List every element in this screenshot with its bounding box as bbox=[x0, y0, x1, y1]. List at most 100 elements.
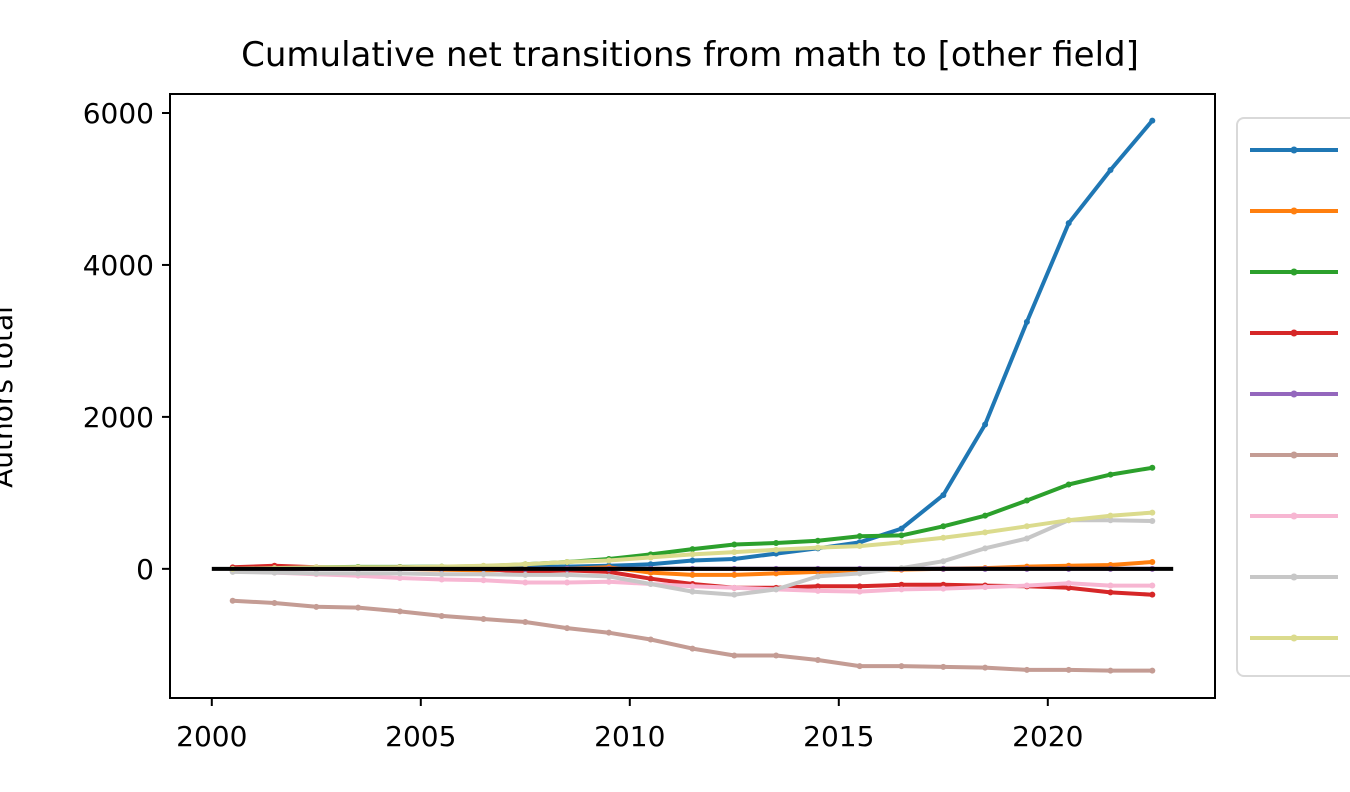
series-4-point bbox=[647, 575, 654, 582]
series-4-point bbox=[1107, 589, 1114, 596]
series-4-point bbox=[1065, 584, 1072, 591]
series-9-point bbox=[773, 546, 780, 553]
series-6-point bbox=[814, 657, 821, 664]
x-tick-label: 2010 bbox=[594, 720, 665, 753]
y-tick-label: 2000 bbox=[83, 401, 154, 434]
series-line-6 bbox=[232, 598, 1153, 673]
series-line-1 bbox=[232, 119, 1154, 571]
series-6-point bbox=[1107, 667, 1114, 674]
series-2-point bbox=[689, 571, 696, 578]
series-1-point bbox=[1107, 166, 1114, 173]
series-6-point bbox=[355, 604, 362, 611]
series-3-point bbox=[940, 523, 947, 530]
series-6-point bbox=[773, 652, 780, 659]
series-9-point bbox=[731, 549, 738, 556]
series-3-point bbox=[689, 546, 696, 553]
series-8-point bbox=[522, 571, 529, 578]
series-1-point bbox=[898, 525, 905, 532]
series-7-point bbox=[689, 583, 696, 590]
series-1-point bbox=[1065, 220, 1072, 227]
legend-marker-2 bbox=[1290, 207, 1298, 215]
series-3-point bbox=[1149, 464, 1156, 471]
series-2-point bbox=[1149, 559, 1156, 566]
series-8-point bbox=[814, 573, 821, 580]
series-7-point bbox=[1023, 582, 1030, 589]
series-2-point bbox=[731, 571, 738, 578]
series-6-point bbox=[1149, 667, 1156, 674]
plot-frame bbox=[169, 93, 1216, 699]
series-8-point bbox=[1023, 535, 1030, 542]
x-tick-label: 2020 bbox=[1012, 720, 1083, 753]
legend-marker-8 bbox=[1290, 573, 1298, 581]
series-7-point bbox=[1149, 582, 1156, 589]
series-9-point bbox=[689, 551, 696, 558]
x-tick-label: 2005 bbox=[385, 720, 456, 753]
series-6-point bbox=[313, 603, 320, 610]
series-7-point bbox=[396, 574, 403, 581]
plot-area: 2000 2005 2010 2015 2020 0 2000 4000 6000 bbox=[83, 93, 1216, 753]
series-6-point bbox=[229, 597, 236, 604]
legend-marker-6 bbox=[1290, 451, 1298, 459]
chart-title: Cumulative net transitions from math to … bbox=[241, 35, 1139, 75]
series-9-point bbox=[522, 561, 529, 568]
series-8-point bbox=[605, 573, 612, 580]
series-9-point bbox=[1065, 517, 1072, 524]
series-9-point bbox=[814, 544, 821, 551]
series-3-point bbox=[814, 537, 821, 544]
series-8-point bbox=[438, 571, 445, 578]
legend-marker-4 bbox=[1290, 329, 1298, 337]
series-4-point bbox=[814, 583, 821, 590]
series-6-point bbox=[564, 625, 571, 632]
series-8-point bbox=[313, 570, 320, 577]
series-7-point bbox=[731, 584, 738, 591]
series-1-point bbox=[731, 555, 738, 562]
legend-marker-9 bbox=[1290, 634, 1298, 642]
series-3-point bbox=[856, 533, 863, 540]
series-7-point bbox=[940, 585, 947, 592]
series-7-point bbox=[564, 579, 571, 586]
series-1-point bbox=[1149, 117, 1156, 124]
series-1-point bbox=[1023, 318, 1030, 325]
series-6-point bbox=[647, 636, 654, 643]
series-9-point bbox=[1107, 512, 1114, 519]
series-7-point bbox=[438, 576, 445, 583]
series-2-point bbox=[773, 570, 780, 577]
series-3-point bbox=[898, 532, 905, 539]
series-9-point bbox=[1023, 523, 1030, 530]
series-3-point bbox=[1065, 481, 1072, 488]
series-7-point bbox=[605, 578, 612, 585]
y-tick-label: 6000 bbox=[83, 97, 154, 130]
series-4-point bbox=[856, 583, 863, 590]
series-6-point bbox=[438, 612, 445, 619]
series-3-point bbox=[1023, 497, 1030, 504]
series-3-point bbox=[1107, 471, 1114, 478]
series-6-point bbox=[522, 619, 529, 626]
series-7-point bbox=[814, 587, 821, 594]
series-6-point bbox=[396, 608, 403, 615]
series-9-point bbox=[898, 539, 905, 546]
series-3-point bbox=[731, 541, 738, 548]
series-3-point bbox=[982, 512, 989, 519]
y-tick-label: 0 bbox=[136, 553, 154, 586]
series-1-point bbox=[689, 557, 696, 564]
series-6-point bbox=[856, 663, 863, 670]
series-9-point bbox=[982, 529, 989, 536]
series-4-point bbox=[1149, 591, 1156, 598]
series-8-point bbox=[564, 571, 571, 578]
series-7-point bbox=[898, 586, 905, 593]
series-6-point bbox=[689, 645, 696, 652]
series-6-point bbox=[731, 652, 738, 659]
series-6-point bbox=[1065, 666, 1072, 673]
y-axis-label: Authors total bbox=[0, 306, 19, 488]
x-tick-label: 2015 bbox=[803, 720, 874, 753]
series-6-point bbox=[480, 615, 487, 622]
series-6-point bbox=[898, 663, 905, 670]
y-tick-label: 4000 bbox=[83, 249, 154, 282]
series-7-point bbox=[982, 584, 989, 591]
series-8-point bbox=[647, 581, 654, 588]
series-7-point bbox=[522, 579, 529, 586]
series-9-point bbox=[1149, 509, 1156, 516]
legend-marker-5 bbox=[1290, 390, 1298, 398]
series-8-point bbox=[355, 570, 362, 577]
